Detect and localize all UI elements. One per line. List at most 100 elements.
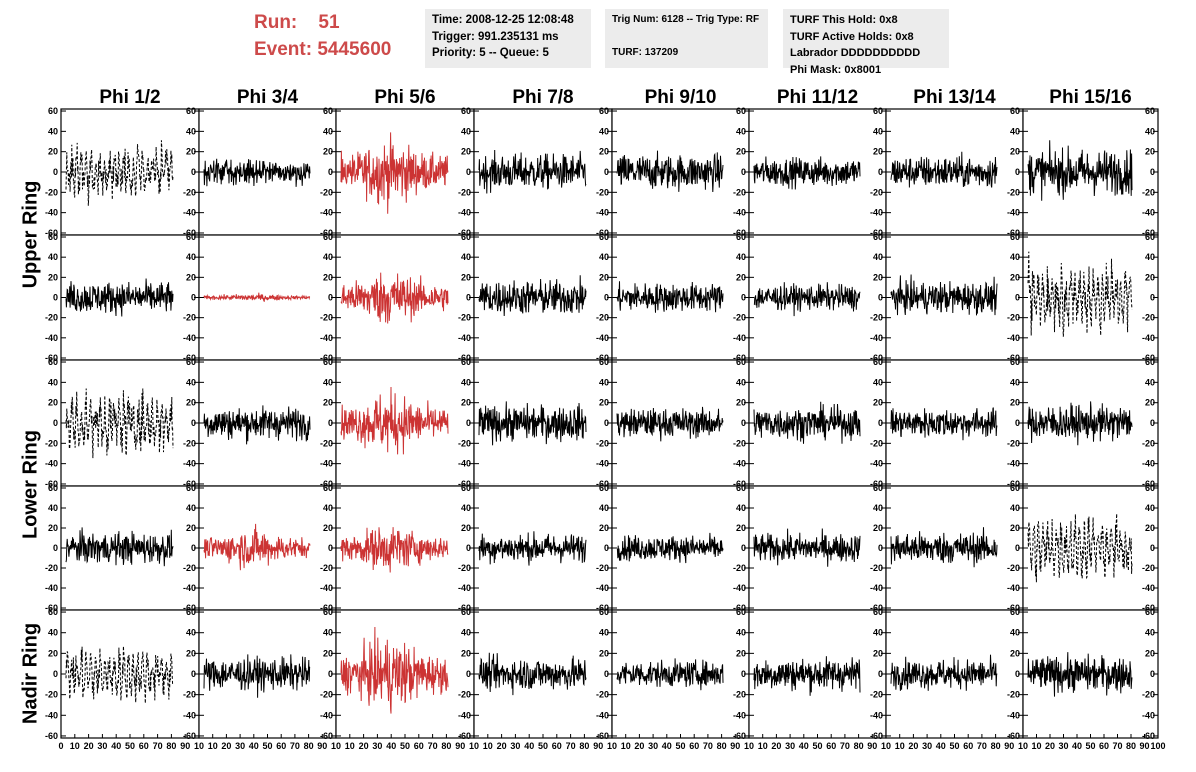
y-tick-label: 40 [186,126,196,136]
y-tick-label: -20 [596,563,609,573]
y-tick-label: -20 [458,690,471,700]
y-tick-label: 0 [741,543,746,553]
y-tick-label: 0 [878,167,883,177]
y-tick-label: -60 [1007,353,1020,363]
y-tick-label: -60 [320,731,333,741]
y-tick-label: -40 [733,583,746,593]
y-tick-label: 20 [461,648,471,658]
y-tick-label: -60 [458,731,471,741]
waveform-line [65,646,174,704]
y-tick-label: -40 [596,333,609,343]
y-tick-label: 20 [323,398,333,408]
y-tick-label: 0 [1150,418,1155,428]
x-tick-label: 50 [949,741,959,751]
waveform-panel: -60 -40 -20 0 20 40 60 [748,357,887,489]
y-tick-label: -60 [183,731,196,741]
y-tick-label: 60 [323,357,333,367]
y-tick-label: 60 [1010,232,1020,242]
y-tick-label: 20 [599,523,609,533]
waveform-panel: -60 -40 -20 0 20 40 60 [335,483,475,613]
y-tick-label: 60 [48,483,58,493]
y-tick-label: 0 [1150,669,1155,679]
y-tick-label: 40 [1010,377,1020,387]
waveform-line [1027,401,1133,446]
y-tick-label: -40 [733,333,746,343]
y-tick-label: 40 [323,252,333,262]
waveform-panel: -60 -60 -40 -40 -20 -20 0 0 20 20 40 40 60 60 [45,357,200,489]
y-tick-label: 60 [186,483,196,493]
y-tick-label: -60 [870,353,883,363]
y-tick-label: 0 [191,293,196,303]
waveform-line [203,292,311,302]
x-tick-label: 20 [497,741,507,751]
y-tick-label: 20 [48,523,58,533]
y-tick-label: 20 [48,147,58,157]
y-tick-label: -40 [45,583,58,593]
waveform-line [616,532,724,564]
waveform-line [478,652,587,696]
y-tick-label: -40 [183,583,196,593]
y-tick-label: 20 [461,272,471,282]
y-tick-label: -60 [45,228,58,238]
y-tick-label: 60 [736,106,746,116]
y-tick-label: 0 [604,669,609,679]
x-tick-label: 50 [400,741,410,751]
y-tick-label: 40 [1010,252,1020,262]
waveform-panel: -60 -40 -20 0 20 40 60 [748,483,887,613]
y-tick-label: 0 [878,669,883,679]
y-tick-label: 40 [1145,252,1155,262]
x-tick-label: 50 [675,741,685,751]
x-tick-label: 90 [730,741,740,751]
y-tick-label: 0 [328,293,333,303]
y-tick-label: -40 [45,459,58,469]
y-tick-label: -20 [1142,690,1155,700]
y-tick-label: 20 [736,147,746,157]
y-tick-label: 40 [48,377,58,387]
y-tick-label: 20 [873,147,883,157]
y-tick-label: -60 [870,228,883,238]
y-tick-label: 60 [599,106,609,116]
y-tick-label: 40 [736,252,746,262]
y-tick-label: -40 [870,333,883,343]
y-tick-label: -20 [596,438,609,448]
y-tick-label: -20 [183,563,196,573]
waveform-line [478,531,587,566]
run-event-info: Run: 51 Event: 5445600 [254,9,391,63]
waveform-panel: -60 -60 -40 -40 -20 -20 0 0 20 20 40 40 60 60 [45,483,200,613]
y-tick-label: 20 [48,272,58,282]
waveform-line [340,386,449,455]
y-tick-label: -60 [183,353,196,363]
y-tick-label: -20 [1007,438,1020,448]
y-tick-label: -60 [870,603,883,613]
waveform-panel: -60 -40 -20 0 20 40 60 [335,357,475,489]
y-tick-label: -60 [320,228,333,238]
x-tick-label: 30 [922,741,932,751]
y-tick-label: 0 [1015,418,1020,428]
y-tick-label: 0 [1015,293,1020,303]
y-tick-label: -20 [183,690,196,700]
y-tick-label: 60 [1145,232,1155,242]
y-tick-label: -60 [733,228,746,238]
waveform-panel: -60 -40 -20 0 20 40 60 [335,232,475,363]
waveform-line [340,132,449,214]
y-tick-label: 20 [48,648,58,658]
y-tick-label: -20 [320,438,333,448]
y-tick-label: -20 [1007,563,1020,573]
x-tick-label: 10 [607,741,617,751]
x-tick-label: 60 [276,741,286,751]
y-tick-label: 0 [328,543,333,553]
y-tick-label: 20 [736,523,746,533]
y-tick-label: -40 [183,333,196,343]
y-tick-label: 40 [599,126,609,136]
waveform-line [65,388,174,459]
y-tick-label: 60 [323,232,333,242]
y-tick-label: 40 [736,126,746,136]
y-tick-label: -20 [183,313,196,323]
y-tick-label: -60 [1142,353,1155,363]
y-tick-label: -60 [733,603,746,613]
waveform-panel: -60 -40 -20 0 20 40 60 [1022,232,1159,363]
y-tick-label: 40 [873,628,883,638]
y-tick-label: 20 [461,523,471,533]
